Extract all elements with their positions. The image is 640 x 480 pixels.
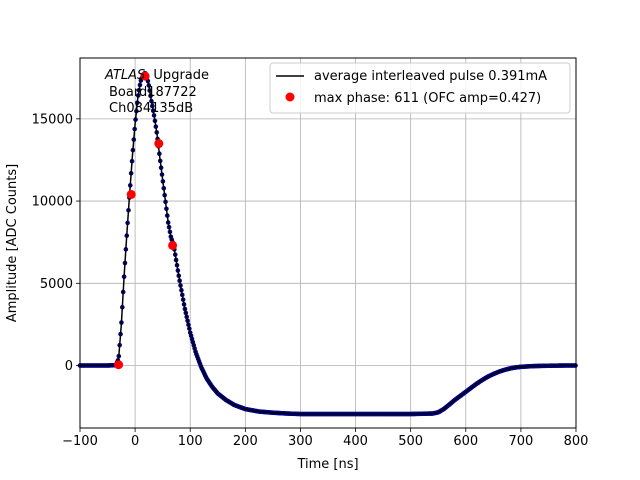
x-tick-label: 100 bbox=[178, 434, 203, 449]
max-phase-point bbox=[140, 71, 150, 81]
y-axis: 0 5000 10000 15000 bbox=[32, 112, 80, 374]
x-tick-label: 400 bbox=[343, 434, 368, 449]
channel-label: Ch084135dB bbox=[109, 101, 193, 116]
x-axis: −100 0 100 200 300 400 500 600 700 800 bbox=[62, 428, 588, 449]
legend: average interleaved pulse 0.391mA max ph… bbox=[269, 62, 571, 114]
x-tick-label: 0 bbox=[131, 434, 139, 449]
y-tick-label: 15000 bbox=[32, 112, 73, 127]
plot-area bbox=[80, 58, 576, 428]
max-phase-point bbox=[154, 139, 164, 149]
x-axis-label: Time [ns] bbox=[296, 457, 358, 472]
board-label: Board187722 bbox=[109, 85, 197, 100]
y-tick-label: 10000 bbox=[32, 195, 73, 210]
max-phase-point bbox=[114, 360, 124, 370]
average-pulse-line bbox=[80, 71, 576, 415]
y-tick-label: 5000 bbox=[40, 277, 73, 292]
plot-frame bbox=[79, 57, 577, 429]
max-phase-point bbox=[126, 189, 136, 199]
y-axis-label: Amplitude [ADC Counts] bbox=[5, 164, 20, 322]
atlas-annotation: ATLAS Upgrade Board187722 Ch084135dB bbox=[104, 68, 209, 116]
x-tick-label: −100 bbox=[62, 434, 98, 449]
grid bbox=[79, 58, 577, 428]
y-tick-label: 0 bbox=[65, 359, 73, 374]
atlas-label: ATLAS bbox=[104, 68, 145, 83]
x-tick-label: 600 bbox=[453, 434, 478, 449]
max-phase-point bbox=[168, 240, 178, 250]
legend-label-pulse: average interleaved pulse 0.391mA bbox=[314, 69, 547, 84]
svg-text:ATLAS Upgrade: ATLAS Upgrade bbox=[104, 68, 209, 83]
x-tick-label: 500 bbox=[398, 434, 423, 449]
upgrade-label: Upgrade bbox=[153, 68, 209, 83]
x-tick-label: 800 bbox=[564, 434, 589, 449]
legend-box bbox=[269, 62, 571, 114]
x-tick-label: 200 bbox=[233, 434, 258, 449]
x-tick-label: 300 bbox=[288, 434, 313, 449]
legend-point-swatch bbox=[285, 92, 295, 102]
x-tick-label: 700 bbox=[508, 434, 533, 449]
legend-label-phase: max phase: 611 (OFC amp=0.427) bbox=[314, 91, 541, 106]
